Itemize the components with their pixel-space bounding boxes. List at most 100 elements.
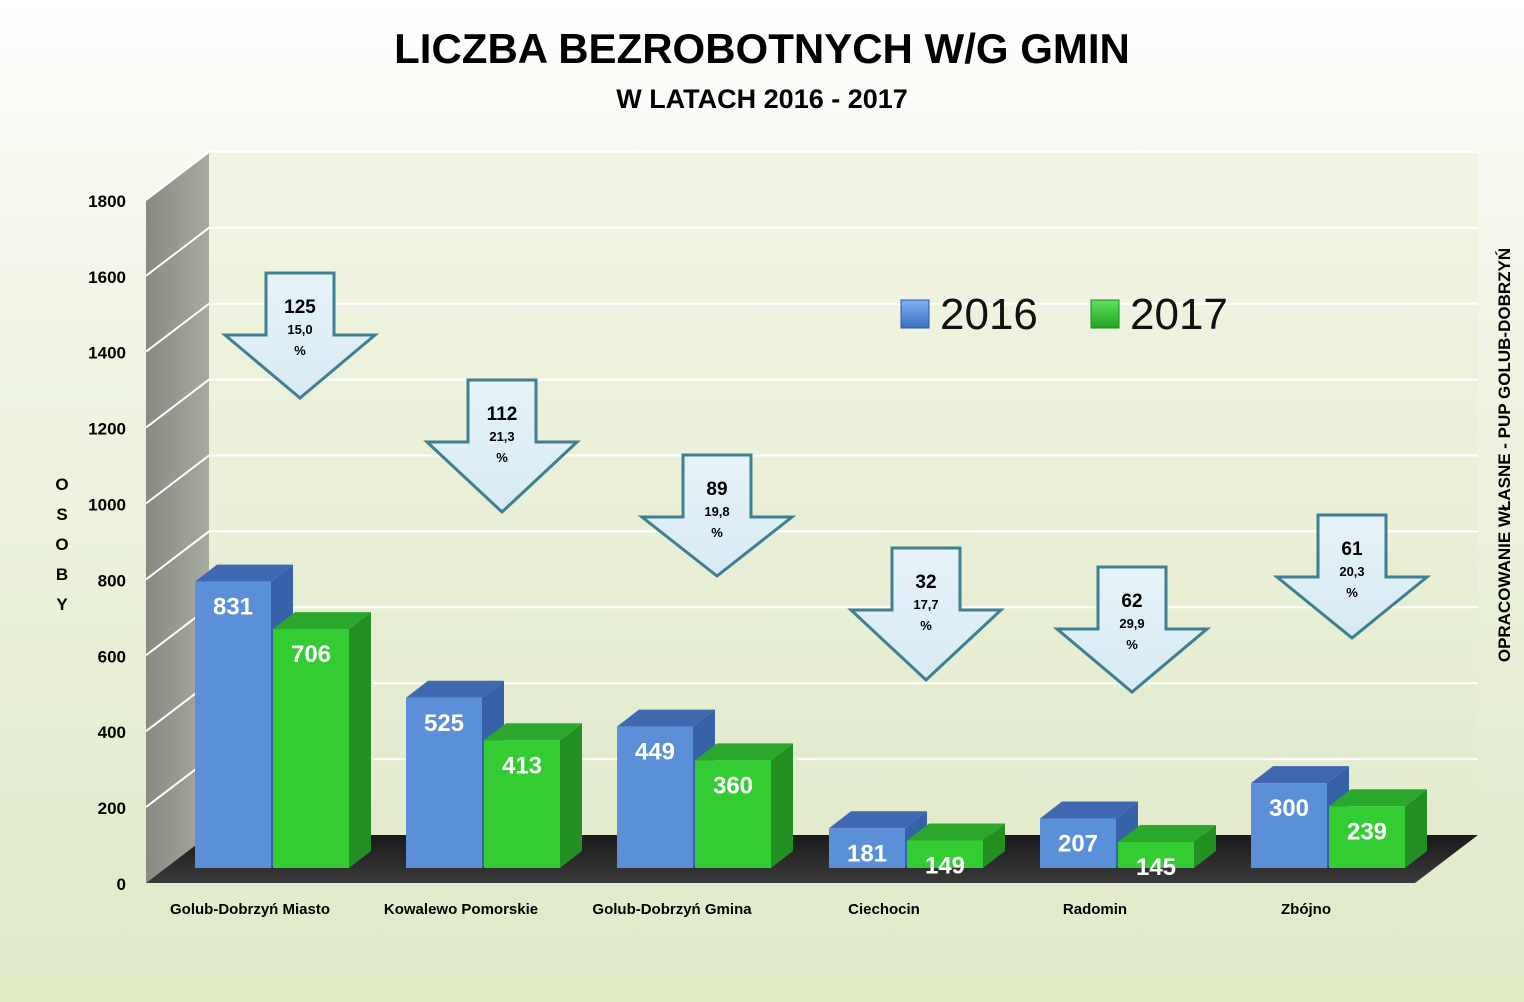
bar-2017-2: 360 [695,743,793,868]
side-wall [146,153,209,883]
bar-front [484,740,560,868]
bar-side [560,723,582,868]
bar-side [349,612,371,868]
change-percent: 15,0 [287,322,312,337]
bar-front [907,840,983,868]
change-arrow-4: 62 29,9% [1052,565,1212,694]
legend-label-2016: 2016 [940,290,1038,339]
legend-swatch-2017 [1090,299,1120,329]
down-arrow-icon [847,546,1005,683]
bar-value-label: 706 [291,641,331,668]
bar-front [695,760,771,868]
bar-side [771,743,793,868]
bar-value-label: 207 [1058,830,1098,857]
chart-subtitle: W LATACH 2016 - 2017 [616,84,908,114]
bar-value-label: 239 [1347,818,1387,845]
change-value: 32 [915,572,936,593]
down-arrow-icon [220,271,380,400]
bar-2017-0: 706 [273,612,371,868]
bar-top [1329,789,1427,807]
y-tick-label: 400 [98,723,126,742]
bars: 831 706 525 413 449 360 181 149 207 145 300 239 [195,564,1427,881]
y-tick-label: 1200 [88,420,126,439]
gridline [145,454,1478,505]
bar-top [907,823,1005,841]
bar-value-label: 300 [1269,795,1309,822]
legend: 2016 2017 [900,290,1228,339]
bar-top [1118,824,1216,842]
gridline [145,378,1478,429]
change-percent: 17,7 [913,597,938,612]
bar-front [1118,841,1194,868]
change-percent: 20,3 [1339,564,1364,579]
bar-front [195,581,271,868]
bar-value-label: 525 [424,710,464,737]
change-arrow-0: 125 15,0% [220,271,380,400]
gridline [145,226,1478,277]
percent-sign: % [496,450,508,465]
category-labels: Golub-Dobrzyń Miasto Kowalewo Pomorskie Go… [170,901,1331,918]
legend-swatch-2016 [900,299,930,329]
bar-front [273,629,349,868]
category-label: Zbójno [1281,901,1331,918]
bar-front [1251,783,1327,868]
y-tick-label: 1000 [88,496,126,515]
bar-value-label: 413 [502,752,542,779]
y-tick-label: 1600 [88,268,126,287]
category-label: Ciechocin [848,901,920,918]
bar-value-label: 831 [213,594,253,621]
percent-sign: % [1126,637,1138,652]
gridline [145,302,1478,353]
legend-label-2017: 2017 [1130,290,1228,339]
change-arrow-2: 89 19,8% [637,453,797,578]
gridline [145,150,1478,201]
bar-side [983,823,1005,868]
change-arrow-3: 32 17,7% [847,546,1005,683]
source-note: OPRACOWANIE WŁASNE - PUP GOLUB-DOBRZYŃ [1495,248,1514,662]
percent-sign: % [1346,585,1358,600]
down-arrow-icon [1052,565,1212,694]
bar-front [1040,818,1116,868]
bar-front [829,828,905,868]
bar-side [1405,789,1427,868]
change-arrow-5: 61 20,3% [1272,513,1432,640]
down-arrow-icon [637,453,797,578]
y-tick-label: 0 [117,875,126,894]
bar-top [829,811,927,829]
bar-value-label: 149 [925,852,965,879]
bar-2016-4: 207 [1040,801,1138,868]
bar-value-label: 449 [635,739,675,766]
bar-front [406,697,482,868]
bar-top [695,743,793,761]
legend-item-2017: 2017 [1090,290,1228,339]
change-value: 89 [706,479,727,500]
change-arrow-1: 112 21,3% [423,378,581,515]
bar-2017-4: 145 [1118,824,1216,881]
y-tick-label: 1800 [88,192,126,211]
percent-sign: % [294,343,306,358]
bar-top [406,680,504,698]
change-value: 125 [284,297,316,318]
category-label: Radomin [1063,901,1127,918]
change-value: 62 [1121,591,1142,612]
down-arrow-icon [1272,513,1432,640]
y-tick-label: 200 [98,799,126,818]
bar-front [1329,806,1405,868]
bar-value-label: 181 [847,840,887,867]
change-percent: 19,8 [704,504,729,519]
chart-title: LICZBA BEZROBOTNYCH W/G GMIN [394,25,1130,72]
bar-front [617,726,693,868]
back-wall [209,153,1478,835]
bar-2017-5: 239 [1329,789,1427,868]
bar-2017-1: 413 [484,723,582,868]
y-tick-label: 1400 [88,344,126,363]
change-percent: 21,3 [489,429,514,444]
bar-top [273,612,371,630]
legend-item-2016: 2016 [900,290,1038,339]
bar-top [195,564,293,582]
down-arrow-icon [423,378,581,515]
bar-2017-3: 149 [907,823,1005,879]
change-annotations: 125 15,0% 112 21,3% 89 19,8% 32 17,7% 62 29,9% 61 2… [220,271,1432,694]
percent-sign: % [711,525,723,540]
